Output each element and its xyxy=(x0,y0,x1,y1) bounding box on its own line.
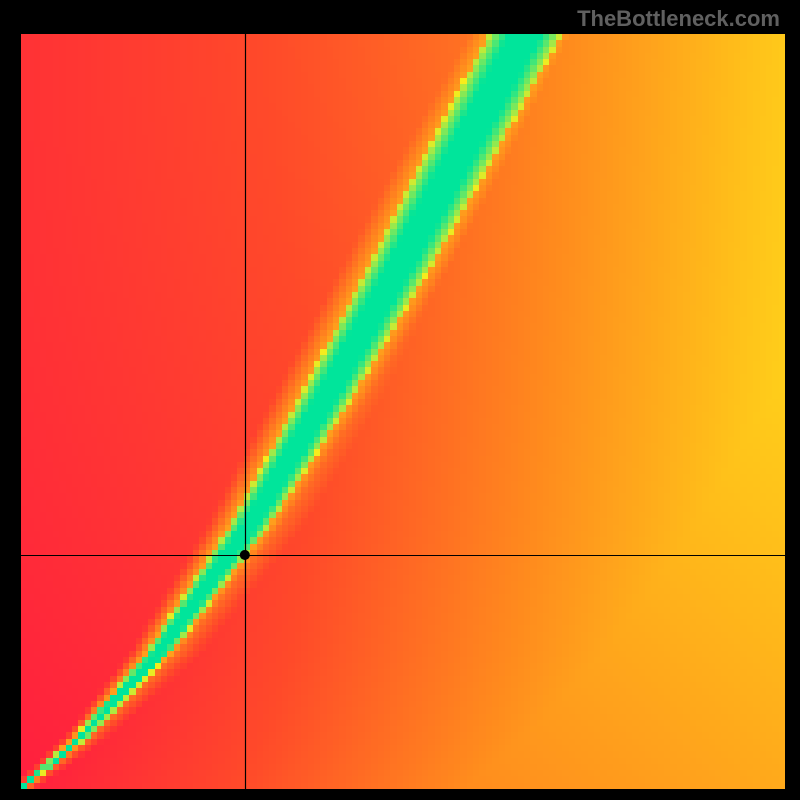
chart-container: TheBottleneck.com xyxy=(0,0,800,800)
watermark-text: TheBottleneck.com xyxy=(577,6,780,32)
bottleneck-heatmap xyxy=(0,0,800,800)
